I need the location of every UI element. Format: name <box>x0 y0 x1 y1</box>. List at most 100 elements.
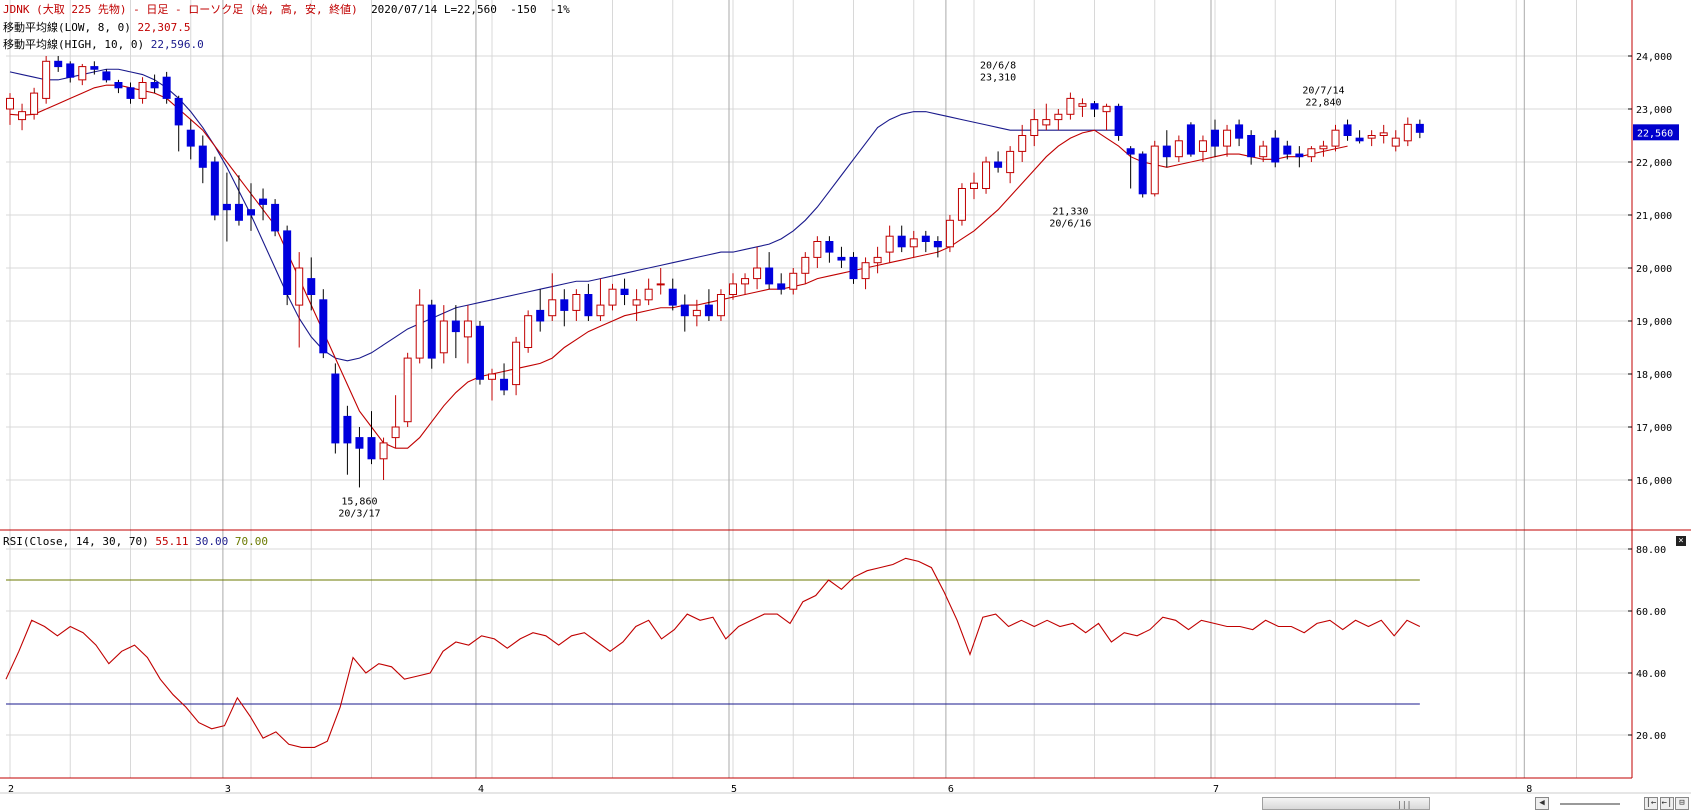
price-panel-frame <box>0 0 1691 794</box>
candle-down <box>921 235 930 242</box>
candle-up <box>1223 129 1232 147</box>
scroll-grip-icon: ||| <box>1397 800 1412 809</box>
candle-up <box>692 309 701 317</box>
candle-up <box>1403 123 1412 142</box>
candle-down <box>1211 129 1219 147</box>
candle-down <box>331 373 340 444</box>
ma-low-line <box>9 84 1348 449</box>
candle-down <box>355 437 364 449</box>
candle-up <box>1054 113 1063 121</box>
candle-down <box>1186 124 1195 155</box>
grid-lines <box>6 0 1628 778</box>
close-icon[interactable]: × <box>1676 536 1686 546</box>
candle-up <box>403 357 412 423</box>
candle-up <box>463 320 472 338</box>
ma-low-series <box>9 84 1348 449</box>
candle-up <box>1198 140 1207 152</box>
candle-down <box>849 256 858 280</box>
candle-down <box>283 230 292 295</box>
month-label: 6 <box>948 784 954 795</box>
candle-down <box>271 203 280 232</box>
candle-down <box>1283 145 1292 155</box>
candle-up <box>379 442 388 460</box>
scroll-left-button[interactable]: ◀ <box>1535 797 1549 810</box>
candle-up <box>391 426 400 439</box>
header-pct: -1% <box>549 3 570 16</box>
candle-down <box>1114 105 1123 136</box>
month-label: 7 <box>1213 784 1219 795</box>
candle-down <box>704 304 713 317</box>
candle-down <box>186 129 195 147</box>
candle-up <box>439 320 448 354</box>
header-change: -150 <box>510 3 537 16</box>
candle-up <box>1066 97 1075 115</box>
candle-up <box>970 182 978 189</box>
rsi-panel <box>5 557 1421 748</box>
zoom-out-button[interactable]: |← <box>1644 797 1658 810</box>
candle-down <box>114 82 123 89</box>
annotation-value: 15,860 <box>341 496 377 507</box>
candle-up <box>1006 150 1015 174</box>
chart-header: JDNK (大取 225 先物) - 日足 - ローソク足 (始, 高, 安, … <box>3 3 570 16</box>
ma-high-value: 22,596.0 <box>150 38 204 51</box>
ma-high-line <box>9 68 1119 362</box>
month-label: 3 <box>225 784 231 795</box>
annotation-date: 20/3/17 <box>338 508 380 519</box>
candle-up <box>1379 132 1388 137</box>
annotation-value: 22,840 <box>1305 97 1341 108</box>
candle-down <box>933 241 942 248</box>
candle-up <box>488 373 496 380</box>
candle-down <box>668 288 677 306</box>
candle-up <box>512 341 521 386</box>
rsi-line <box>5 557 1421 748</box>
candle-up <box>1331 129 1340 147</box>
fit-view-button[interactable]: ⊟ <box>1675 797 1689 810</box>
candle-down <box>150 82 159 89</box>
candle-down <box>427 304 436 359</box>
candle-down <box>1138 153 1147 195</box>
candle-up <box>885 235 894 253</box>
rsi-tick-label: 20.00 <box>1636 731 1666 742</box>
annotation-value: 21,330 <box>1052 207 1088 218</box>
candle-up <box>42 60 51 99</box>
candle-up <box>6 97 14 110</box>
candle-up <box>1259 145 1268 158</box>
candle-down <box>825 241 834 253</box>
candle-down <box>1235 124 1244 139</box>
annotation-date: 20/6/8 <box>980 61 1016 72</box>
candle-down <box>1415 123 1424 133</box>
ma-low-label: 移動平均線(LOW, 8, 0) <box>3 21 131 34</box>
candle-up <box>18 111 27 121</box>
candle-up <box>873 256 882 264</box>
ma-high-legend: 移動平均線(HIGH, 10, 0) 22,596.0 <box>3 38 204 51</box>
candle-down <box>1090 103 1099 110</box>
horizontal-scrollbar[interactable]: ||| <box>1262 797 1430 810</box>
axes: 16,000 17,000 18,000 19,000 20,000 21,000 22,0… <box>8 52 1679 795</box>
header-last: L=22,560 <box>443 3 497 16</box>
candle-up <box>753 267 762 280</box>
candle-down <box>536 309 545 322</box>
candle-up <box>813 241 822 258</box>
candle-up <box>548 299 557 317</box>
candle-up <box>716 294 725 317</box>
candle-up <box>1042 119 1051 126</box>
candle-up <box>608 288 617 306</box>
candle-up <box>295 267 304 306</box>
candle-down <box>500 378 509 391</box>
candle-down <box>66 63 75 78</box>
zoom-in-button[interactable]: ←| <box>1660 797 1674 810</box>
candle-up <box>1174 140 1183 158</box>
candle-up <box>138 82 147 99</box>
candle-up <box>1319 145 1328 150</box>
candle-down <box>247 209 255 216</box>
candle-down <box>994 161 1003 168</box>
annotation-date: 20/6/16 <box>1049 219 1091 230</box>
candle-down <box>343 415 352 444</box>
ma-low-legend: 移動平均線(LOW, 8, 0) 22,307.5 <box>3 21 190 34</box>
candle-down <box>90 66 99 70</box>
rsi-value: 55.11 <box>155 535 189 548</box>
last-price-tag <box>1633 124 1679 141</box>
zoom-slider[interactable] <box>1560 803 1620 805</box>
candle-up <box>1030 119 1039 136</box>
